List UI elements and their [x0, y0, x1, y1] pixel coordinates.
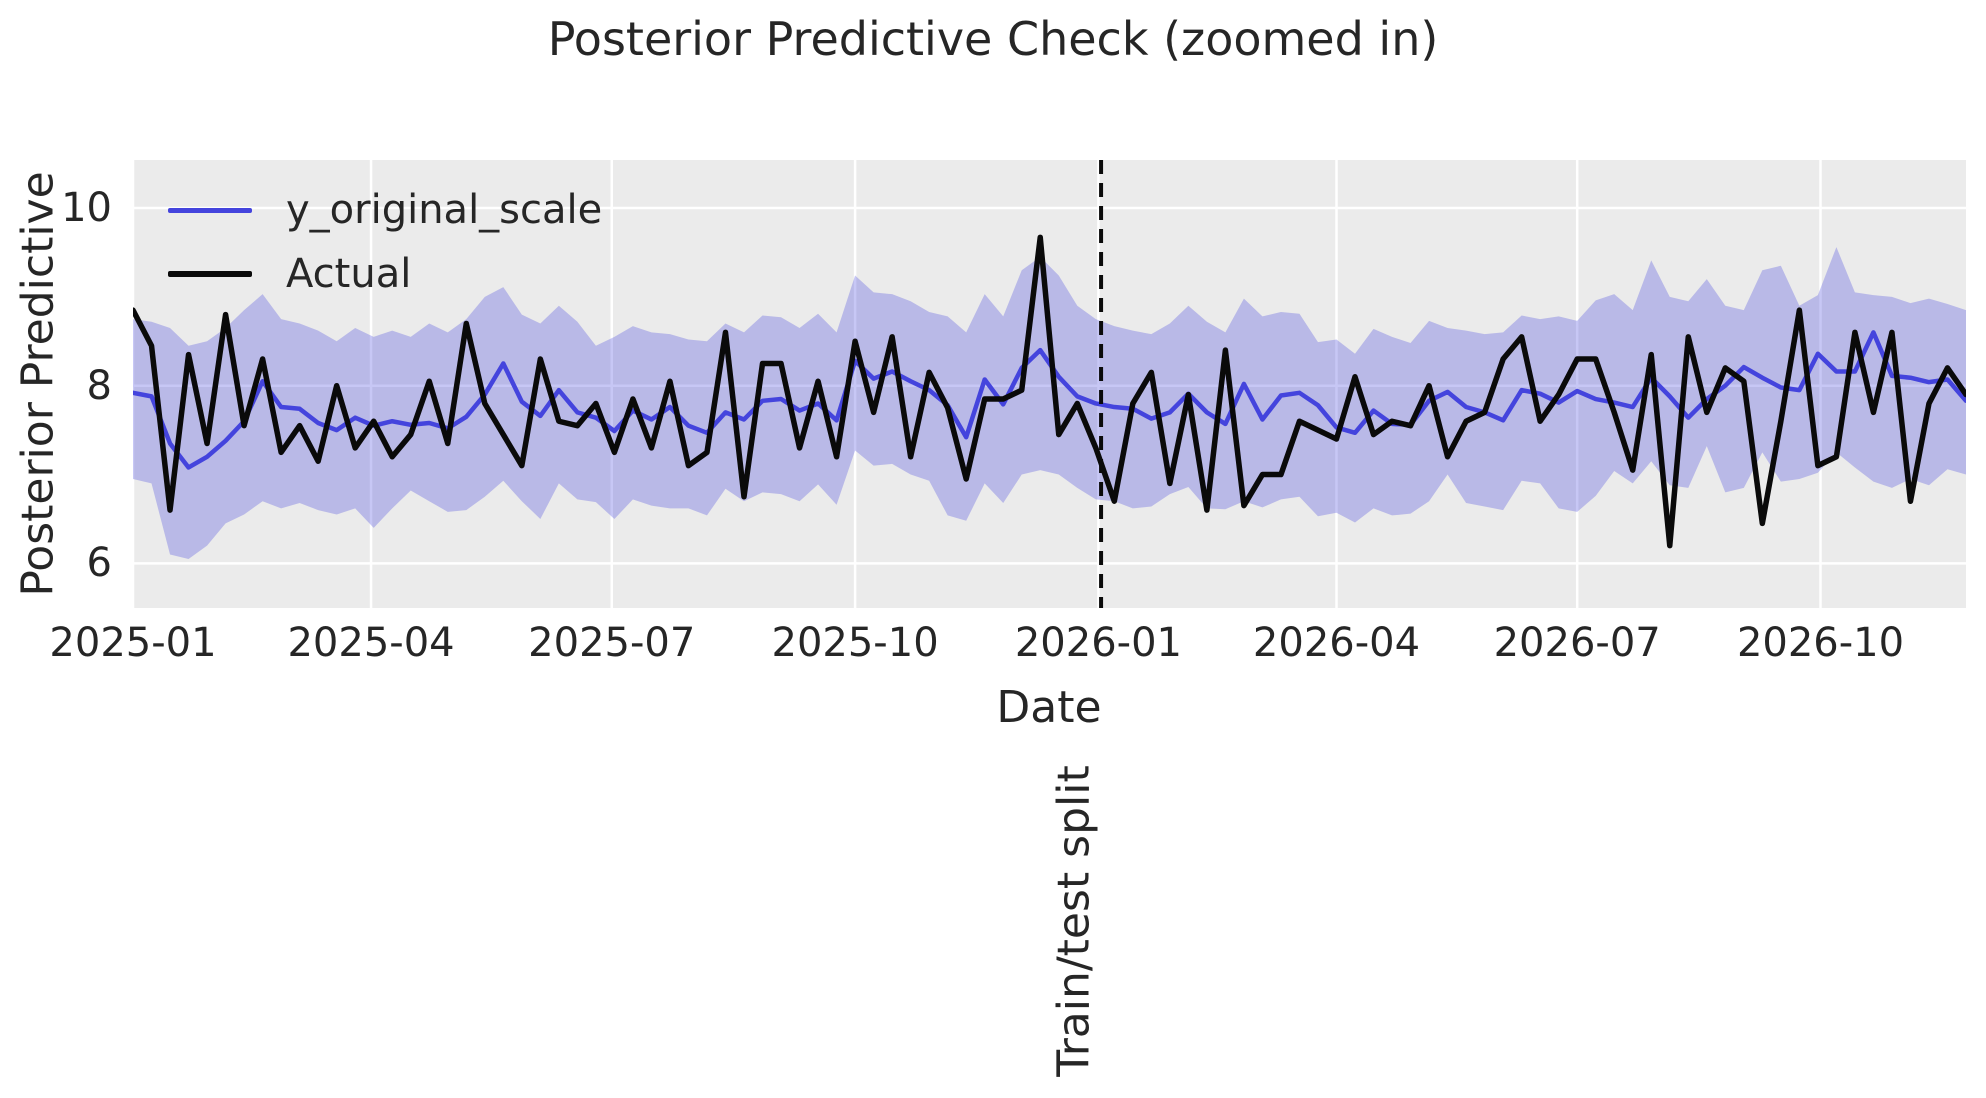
legend-line-swatch-black [168, 271, 252, 277]
actual-line [133, 234, 1966, 549]
credible-band [133, 247, 1966, 559]
train-test-split-label: Train/test split [1048, 765, 1100, 1077]
x-tick-label: 2025-01 [49, 620, 217, 666]
y-tick-label: 6 [86, 540, 112, 587]
legend-label: Actual [286, 251, 412, 297]
x-tick-label: 2026-01 [1014, 620, 1182, 666]
x-tick-label: 2025-04 [287, 620, 455, 666]
x-tick-label: 2025-07 [528, 620, 696, 666]
x-tick-label: 2026-04 [1252, 620, 1421, 666]
y-tick-label: 8 [86, 362, 112, 409]
x-tick-label: 2026-07 [1493, 620, 1661, 666]
y-tick-label: 10 [61, 185, 112, 231]
legend-line-swatch-blue [168, 207, 252, 213]
x-axis-label: Date [996, 682, 1102, 733]
x-tick-label: 2026-10 [1736, 620, 1905, 666]
legend-label: y_original_scale [286, 187, 603, 233]
legend: y_original_scale Actual [168, 186, 602, 298]
chart-title: Posterior Predictive Check (zoomed in) [547, 12, 1439, 66]
y-axis-label: Posterior Predictive [12, 171, 64, 597]
x-tick-label: 2025-10 [771, 620, 939, 666]
legend-item-y-original-scale: y_original_scale [168, 186, 602, 234]
legend-item-actual: Actual [168, 250, 602, 298]
